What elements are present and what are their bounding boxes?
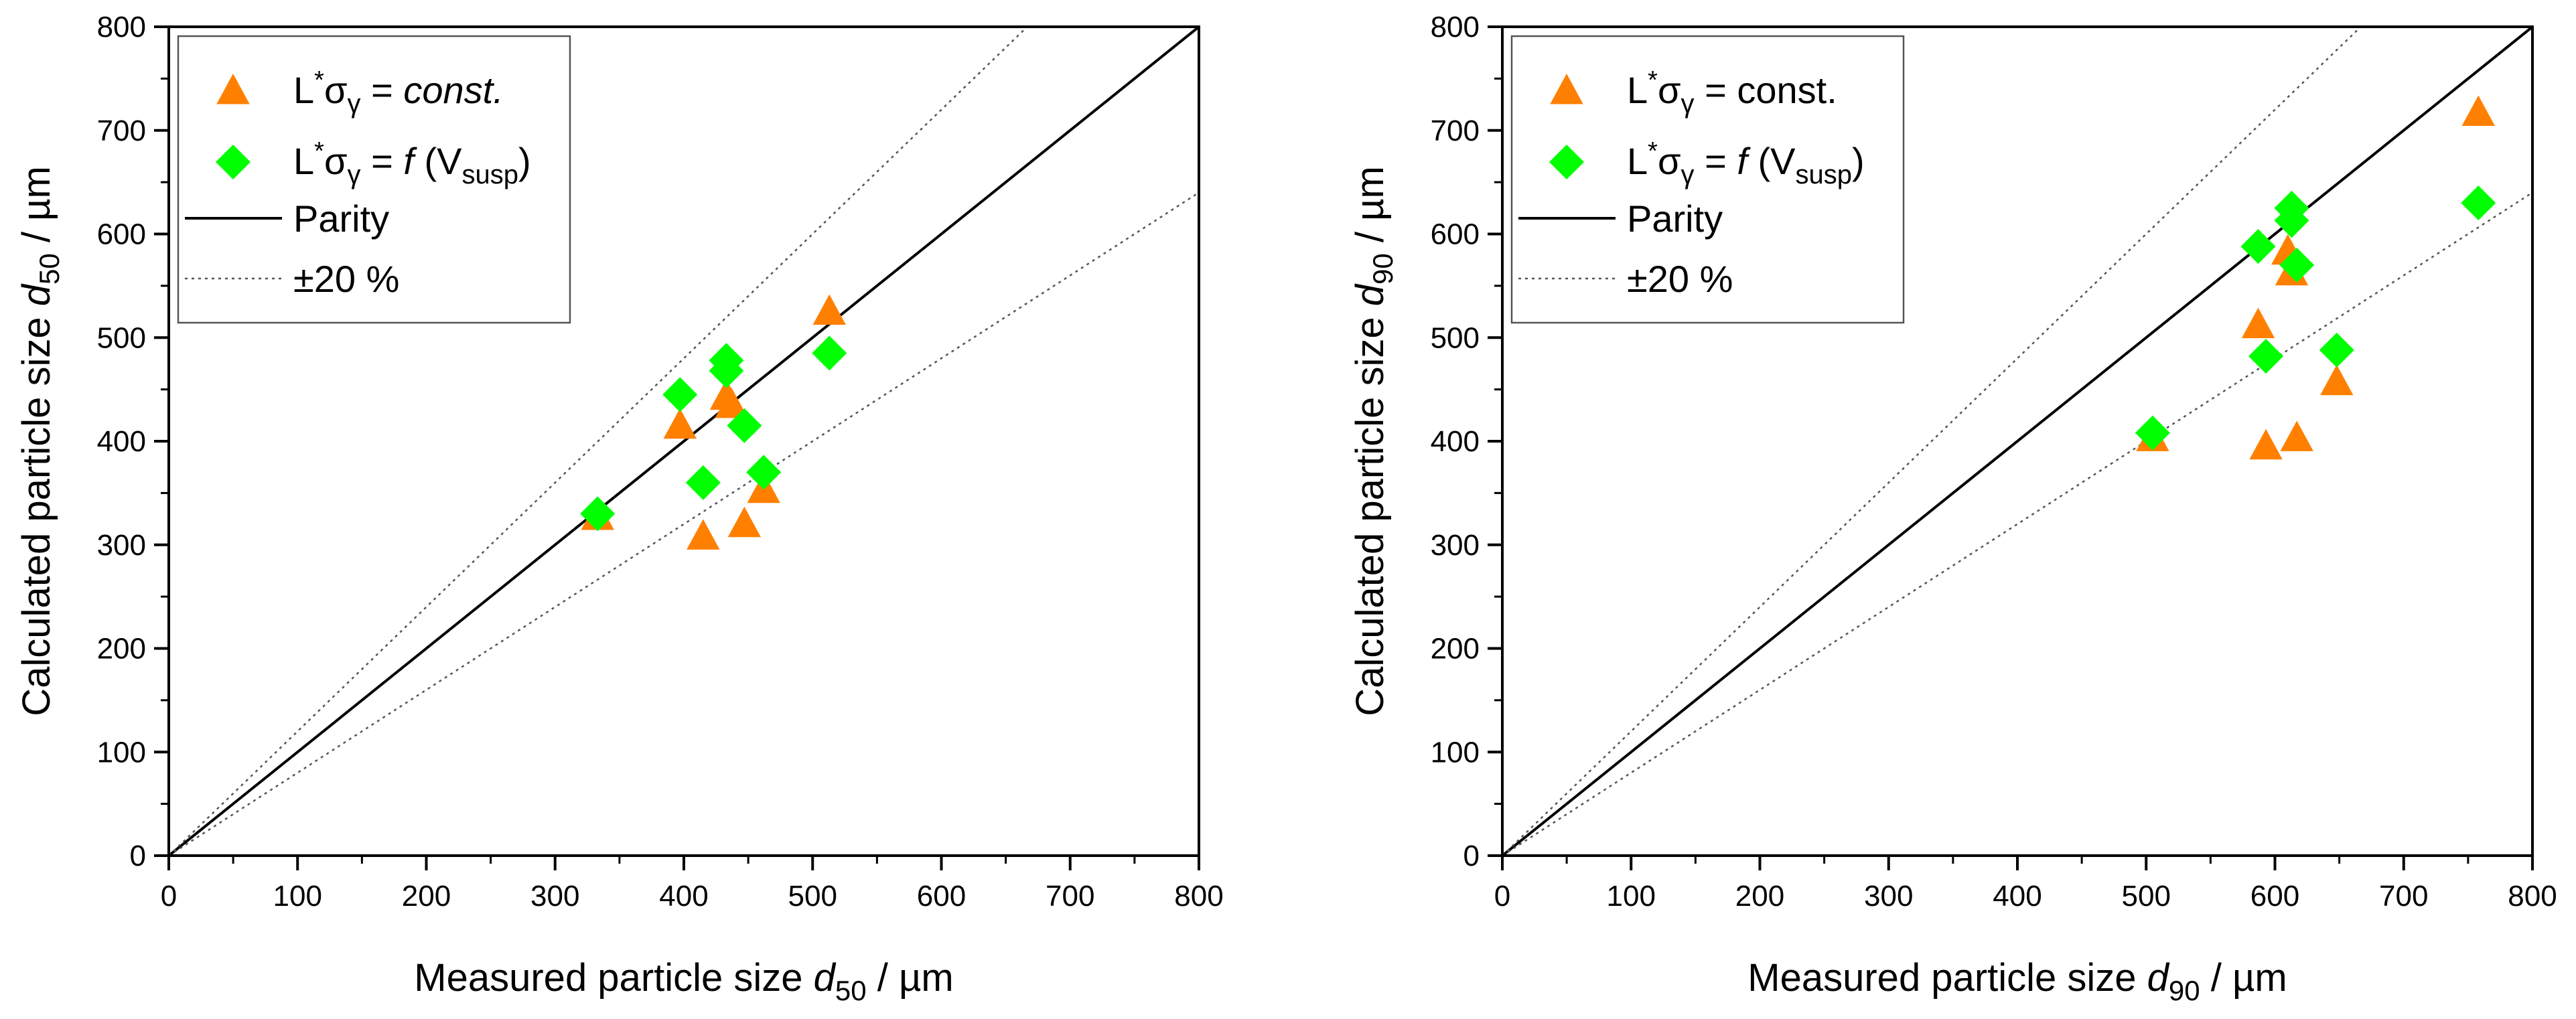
x-tick-label: 0 [1494,880,1510,913]
y-tick-label: 400 [1431,425,1480,458]
legend-box [1510,35,1905,324]
reference-lines [1502,27,2532,856]
y-tick-label: 0 [1463,840,1480,872]
axis-ticks [1488,25,2534,870]
data-point-triangle [2249,428,2283,460]
y-axis-title: Calculated particle size d50 / µm [15,166,65,716]
x-axis-title: Measured particle size d50 / µm [414,956,953,1006]
x-tick-label: 800 [1174,880,1223,913]
data-point-diamond [662,377,698,412]
data-point-triangle [2320,364,2354,396]
data-point-diamond [685,465,721,500]
legend-marker-triangle [1550,74,1583,104]
data-point-diamond [2461,185,2496,221]
data-point-diamond [2274,203,2309,238]
legend-label-band: ±20 % [1627,258,1733,300]
data-point-triangle [2461,95,2495,126]
y-axis-title: Calculated particle size d90 / µm [1348,166,1399,716]
y-tick-label: 800 [97,11,146,44]
data-point-diamond [580,496,616,532]
axis-ticks [154,25,1200,870]
data-point-triangle [727,506,762,538]
x-tick-label: 400 [659,880,708,913]
legend-marker-diamond [1549,145,1584,179]
y-tick-label: 500 [97,321,146,354]
y-tick-label: 700 [1431,114,1480,147]
series-diamond [2135,185,2496,451]
series-triangle [581,294,846,550]
x-tick-label: 300 [530,880,579,913]
legend-label-parity: Parity [293,198,389,240]
parity-line [169,27,1199,856]
x-tick-label: 500 [2122,880,2171,913]
legend-label-func: L*σγ = f (Vsusp) [1627,137,1865,189]
x-axis-title: Measured particle size d90 / µm [1747,956,2287,1006]
x-tick-label: 100 [273,880,322,913]
x-tick-label: 100 [1607,880,1656,913]
chart-panel-d90: 00 100 100 200 200 300 300 400 400 500 500 600 600 70… [1348,11,2557,1006]
data-point-diamond [2248,339,2284,374]
x-tick-label: 500 [788,880,837,913]
data-point-diamond [2319,332,2354,368]
series-diamond [580,335,847,532]
legend-label-const: L*σγ = const. [1627,66,1837,119]
data-point-triangle [812,294,846,325]
data-point-triangle [2280,420,2313,451]
x-tick-label: 700 [1046,880,1094,913]
x-tick-label: 200 [1735,880,1784,913]
legend: L*σγ = const. L*σγ = f (Vsusp) Parity ±20 % [1510,35,1905,324]
y-tick-label: 400 [97,425,146,458]
x-tick-label: 800 [2508,880,2557,913]
data-point-diamond [2135,415,2170,451]
y-tick-label: 300 [97,529,146,562]
data-point-diamond [727,408,762,443]
y-tick-label: 300 [1431,529,1480,562]
y-tick-label: 600 [97,218,146,251]
legend-marker-diamond [216,145,251,179]
data-point-triangle [663,408,697,439]
chart-panel-d50: 00 100 100 200 200 300 300 400 400 500 500 600 600 70… [15,11,1224,1006]
series-triangle [2136,95,2495,460]
data-point-triangle [2241,307,2275,339]
data-point-triangle [715,387,748,418]
x-tick-label: 600 [917,880,966,913]
x-tick-label: 600 [2250,880,2299,913]
legend-label-parity: Parity [1627,198,1723,240]
legend-label-func: L*σγ = f (Vsusp) [293,137,531,189]
data-point-diamond [746,455,782,490]
legend-box [177,35,571,324]
x-tick-label: 300 [1864,880,1913,913]
y-tick-label: 600 [1431,218,1480,251]
x-tick-label: 700 [2379,880,2428,913]
y-tick-label: 700 [97,114,146,147]
parity-line [1502,27,2532,856]
y-tick-label: 500 [1431,321,1480,354]
y-tick-label: 0 [130,840,146,872]
y-tick-label: 800 [1431,11,1480,44]
legend: L*σγ = const. L*σγ = f (Vsusp) Parity ±20 % [177,35,571,324]
y-tick-label: 100 [1431,736,1480,769]
y-tick-label: 100 [97,736,146,769]
data-point-triangle [687,519,720,550]
legend-label-band: ±20 % [293,258,399,300]
x-tick-label: 200 [402,880,451,913]
data-point-diamond [709,353,744,388]
data-point-diamond [2240,229,2276,264]
y-tick-label: 200 [1431,633,1480,665]
x-tick-label: 0 [161,880,177,913]
legend-label-const: L*σγ = const. [293,66,504,119]
data-point-diamond [812,335,847,371]
x-tick-label: 400 [1993,880,2042,913]
legend-marker-triangle [216,74,250,104]
y-tick-label: 200 [97,633,146,665]
reference-lines [169,27,1199,856]
data-point-diamond [2279,247,2315,283]
